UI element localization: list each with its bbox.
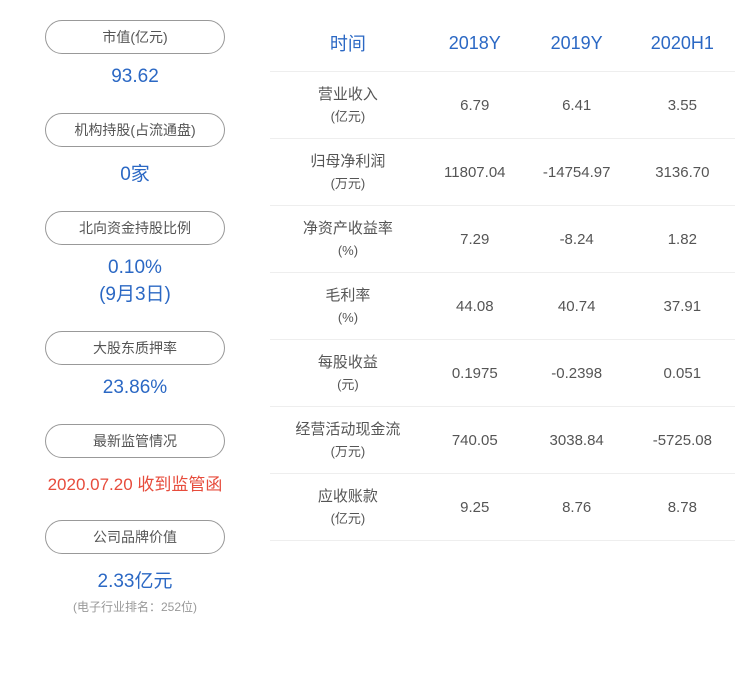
row-label-cell: 归母净利润(万元) — [270, 139, 426, 206]
metric-value-text: 93.62 — [111, 66, 159, 87]
data-cell: 3038.84 — [524, 407, 630, 474]
data-cell: 6.79 — [426, 72, 524, 139]
data-cell: -0.2398 — [524, 340, 630, 407]
data-cell: -14754.97 — [524, 139, 630, 206]
row-label-main: 毛利率 — [276, 285, 420, 308]
metric-note-text: (9月3日) — [99, 284, 171, 305]
row-label-cell: 毛利率(%) — [270, 273, 426, 340]
row-label-unit: (亿元) — [276, 107, 420, 127]
data-cell: 1.82 — [630, 206, 735, 273]
row-label-main: 每股收益 — [276, 352, 420, 375]
metric-label: 机构持股(占流通盘) — [45, 113, 225, 147]
metric-label: 最新监管情况 — [45, 424, 225, 458]
row-label-unit: (万元) — [276, 442, 420, 462]
metric-value: 2.33亿元 — [98, 566, 173, 593]
row-label-unit: (%) — [276, 308, 420, 328]
table-header-cell: 2018Y — [426, 15, 524, 72]
row-label-unit: (%) — [276, 241, 420, 261]
data-cell: 11807.04 — [426, 139, 524, 206]
row-label-main: 归母净利润 — [276, 151, 420, 174]
left-metrics-panel: 市值(亿元) 93.62 机构持股(占流通盘) 0家北向资金持股比例 0.10% (9月3… — [15, 15, 255, 663]
data-cell: 7.29 — [426, 206, 524, 273]
data-cell: 9.25 — [426, 474, 524, 541]
row-label-cell: 应收账款(亿元) — [270, 474, 426, 541]
metric-note: (电子行业排名：252位) — [73, 598, 197, 615]
data-cell: 3136.70 — [630, 139, 735, 206]
metric-label: 公司品牌价值 — [45, 520, 225, 554]
row-label-cell: 净资产收益率(%) — [270, 206, 426, 273]
table-body: 营业收入(亿元)6.796.413.55归母净利润(万元)11807.04-14… — [270, 72, 735, 541]
row-label-unit: (元) — [276, 375, 420, 395]
table-header-row: 时间2018Y2019Y2020H1 — [270, 15, 735, 72]
metric-label: 北向资金持股比例 — [45, 211, 225, 245]
metric-value: 0.10% (9月3日) — [99, 257, 171, 306]
metric-value: 93.62 — [111, 66, 159, 88]
metric-value: 23.86% — [103, 377, 167, 399]
data-cell: 37.91 — [630, 273, 735, 340]
row-label-main: 净资产收益率 — [276, 218, 420, 241]
metric-value-text: 0家 — [120, 164, 150, 185]
data-cell: -5725.08 — [630, 407, 735, 474]
data-cell: 3.55 — [630, 72, 735, 139]
metric-value-text: 0.10% — [108, 257, 162, 278]
row-label-unit: (万元) — [276, 174, 420, 194]
data-cell: 8.76 — [524, 474, 630, 541]
table-row: 每股收益(元)0.1975-0.23980.051 — [270, 340, 735, 407]
table-row: 经营活动现金流(万元)740.053038.84-5725.08 — [270, 407, 735, 474]
row-label-main: 营业收入 — [276, 84, 420, 107]
metric-value-text: 23.86% — [103, 377, 167, 398]
table-row: 归母净利润(万元)11807.04-14754.973136.70 — [270, 139, 735, 206]
metric-value-text: 2.33亿元 — [98, 571, 173, 592]
data-cell: 0.051 — [630, 340, 735, 407]
table-header-cell: 2020H1 — [630, 15, 735, 72]
row-label-cell: 营业收入(亿元) — [270, 72, 426, 139]
financial-data-table: 时间2018Y2019Y2020H1 营业收入(亿元)6.796.413.55归… — [270, 15, 735, 541]
row-label-main: 应收账款 — [276, 486, 420, 509]
right-table-panel: 时间2018Y2019Y2020H1 营业收入(亿元)6.796.413.55归… — [255, 15, 735, 663]
table-row: 净资产收益率(%)7.29-8.241.82 — [270, 206, 735, 273]
data-cell: 740.05 — [426, 407, 524, 474]
data-cell: 6.41 — [524, 72, 630, 139]
metric-label: 大股东质押率 — [45, 331, 225, 365]
data-cell: 0.1975 — [426, 340, 524, 407]
metric-value: 2020.07.20 收到监管函 — [48, 470, 223, 495]
data-cell: 8.78 — [630, 474, 735, 541]
row-label-cell: 经营活动现金流(万元) — [270, 407, 426, 474]
row-label-main: 经营活动现金流 — [276, 419, 420, 442]
row-label-unit: (亿元) — [276, 509, 420, 529]
metric-value-text: 2020.07.20 收到监管函 — [48, 475, 223, 494]
table-row: 毛利率(%)44.0840.7437.91 — [270, 273, 735, 340]
table-row: 营业收入(亿元)6.796.413.55 — [270, 72, 735, 139]
metric-value: 0家 — [120, 159, 150, 186]
table-row: 应收账款(亿元)9.258.768.78 — [270, 474, 735, 541]
table-header-cell: 时间 — [270, 15, 426, 72]
metric-label: 市值(亿元) — [45, 20, 225, 54]
data-cell: -8.24 — [524, 206, 630, 273]
row-label-cell: 每股收益(元) — [270, 340, 426, 407]
data-cell: 40.74 — [524, 273, 630, 340]
table-header-cell: 2019Y — [524, 15, 630, 72]
data-cell: 44.08 — [426, 273, 524, 340]
